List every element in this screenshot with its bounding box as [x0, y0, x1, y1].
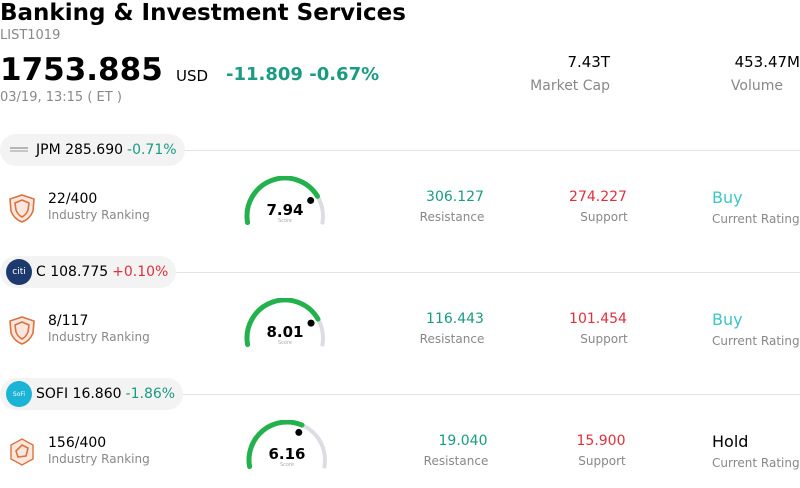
timestamp: 03/19, 13:15 ( ET ): [0, 90, 122, 105]
ticker-change: -0.71%: [127, 142, 177, 158]
jpmorgan-logo-icon: [6, 137, 32, 163]
ticker-price: 16.860: [72, 386, 122, 402]
section-divider: [0, 150, 800, 151]
industry-rank-value: 156/400: [48, 435, 107, 451]
market-cap-label: Market Cap: [530, 78, 610, 94]
gauge-fill: [244, 176, 321, 226]
change-percent: -0.67%: [309, 64, 380, 85]
industry-rank-value: 22/400: [48, 191, 98, 207]
ticker-change: -1.86%: [125, 386, 176, 402]
gauge-marker: [295, 428, 303, 436]
score-gauge: [246, 420, 327, 470]
sofi-logo-text: SoFi: [12, 390, 26, 398]
resistance-value: 116.443: [426, 311, 484, 327]
index-price: 1753.885: [0, 52, 163, 88]
rating-label: Current Rating: [712, 456, 800, 470]
gauge-fill: [244, 298, 321, 348]
ticker-price: 285.690: [65, 142, 124, 158]
price-change: -11.809 -0.67%: [226, 64, 379, 85]
support-value: 101.454: [569, 311, 627, 327]
rating-value: Hold: [712, 432, 749, 451]
ticker-symbol: C: [36, 264, 46, 280]
hexagon-rank-icon: [10, 438, 34, 466]
rating-label: Current Rating: [712, 212, 800, 226]
resistance-label: Resistance: [419, 332, 485, 346]
resistance-value: 19.040: [438, 433, 488, 449]
ticker-change: +0.10%: [112, 264, 169, 280]
resistance-label: Resistance: [423, 454, 489, 468]
gauge-marker: [307, 196, 315, 204]
index-code: LIST1019: [0, 28, 61, 43]
volume-value: 453.47M: [734, 53, 800, 71]
industry-rank-label: Industry Ranking: [48, 452, 150, 466]
rating-value: Buy: [712, 188, 743, 207]
currency-label: USD: [176, 67, 209, 85]
support-value: 15.900: [576, 433, 626, 449]
shield-icon: [9, 194, 35, 223]
stock-pill-jpm[interactable]: JPM 285.690 -0.71%: [0, 134, 185, 166]
change-value: -11.809: [226, 64, 303, 85]
support-label: Support: [580, 332, 628, 346]
ticker-symbol: SOFI: [36, 386, 69, 402]
ticker-symbol: JPM: [36, 142, 61, 158]
rating-label: Current Rating: [712, 334, 800, 348]
section-divider: [0, 394, 800, 395]
score-label: Score: [277, 218, 292, 224]
stock-pill-sofi[interactable]: SoFi SOFI 16.860 -1.86%: [0, 378, 184, 410]
support-label: Support: [580, 210, 628, 224]
section-divider: [0, 272, 800, 273]
rating-value: Buy: [712, 310, 743, 329]
score-value: 8.01: [266, 323, 304, 341]
score-gauge: [244, 298, 325, 348]
shield-icon: [9, 316, 35, 345]
page-title: Banking & Investment Services: [0, 0, 406, 26]
market-cap-value: 7.43T: [567, 53, 610, 71]
score-value: 6.16: [268, 445, 306, 463]
industry-rank-label: Industry Ranking: [48, 330, 150, 344]
citi-logo-icon: citi: [6, 259, 32, 285]
support-label: Support: [578, 454, 626, 468]
industry-rank-value: 8/117: [48, 313, 89, 329]
resistance-label: Resistance: [419, 210, 485, 224]
industry-rank-label: Industry Ranking: [48, 208, 150, 222]
score-gauge: [244, 176, 325, 226]
ticker-price: 108.775: [50, 264, 109, 280]
stock-pill-c[interactable]: citi C 108.775 +0.10%: [0, 256, 177, 288]
volume-label: Volume: [730, 78, 783, 94]
sofi-logo-icon: SoFi: [6, 381, 32, 407]
resistance-value: 306.127: [426, 189, 484, 205]
citi-logo-text: citi: [12, 267, 26, 277]
gauge-fill: [246, 420, 305, 470]
support-value: 274.227: [569, 189, 627, 205]
score-label: Score: [279, 462, 294, 468]
score-value: 7.94: [266, 201, 304, 219]
score-label: Score: [277, 340, 292, 346]
gauge-marker: [307, 319, 315, 327]
